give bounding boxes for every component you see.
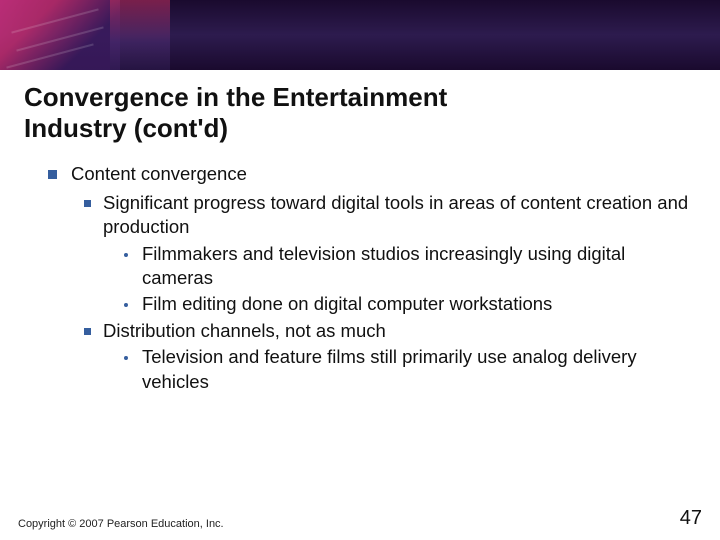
bullet-level-2: Significant progress toward digital tool…	[84, 191, 700, 240]
slide-title: Convergence in the Entertainment Industr…	[0, 70, 720, 144]
bullet-text: Distribution channels, not as much	[103, 319, 700, 343]
bullet-text: Television and feature films still prima…	[142, 345, 700, 394]
square-bullet-small-icon	[84, 200, 91, 207]
bullet-level-3: Film editing done on digital computer wo…	[124, 292, 700, 316]
decorative-line	[11, 8, 98, 33]
bullet-text: Film editing done on digital computer wo…	[142, 292, 700, 316]
decorative-line	[16, 26, 103, 51]
bullet-text: Filmmakers and television studios increa…	[142, 242, 700, 291]
title-line-2: Industry (cont'd)	[24, 113, 696, 144]
square-bullet-small-icon	[84, 328, 91, 335]
header-decorative-band	[0, 0, 720, 70]
dot-bullet-icon	[124, 356, 128, 360]
dot-bullet-icon	[124, 303, 128, 307]
bullet-text: Content convergence	[71, 162, 700, 186]
copyright-text: Copyright © 2007 Pearson Education, Inc.	[18, 518, 224, 530]
slide-body: Content convergence Significant progress…	[0, 144, 720, 394]
title-line-1: Convergence in the Entertainment	[24, 82, 696, 113]
slide-footer: Copyright © 2007 Pearson Education, Inc.…	[18, 507, 702, 530]
page-number: 47	[680, 507, 702, 530]
bullet-level-2: Distribution channels, not as much	[84, 319, 700, 343]
bullet-level-3: Filmmakers and television studios increa…	[124, 242, 700, 291]
bullet-text: Significant progress toward digital tool…	[103, 191, 700, 240]
bullet-level-3: Television and feature films still prima…	[124, 345, 700, 394]
decorative-line	[6, 43, 93, 68]
square-bullet-icon	[48, 170, 57, 179]
dot-bullet-icon	[124, 253, 128, 257]
bullet-level-1: Content convergence	[48, 162, 700, 186]
